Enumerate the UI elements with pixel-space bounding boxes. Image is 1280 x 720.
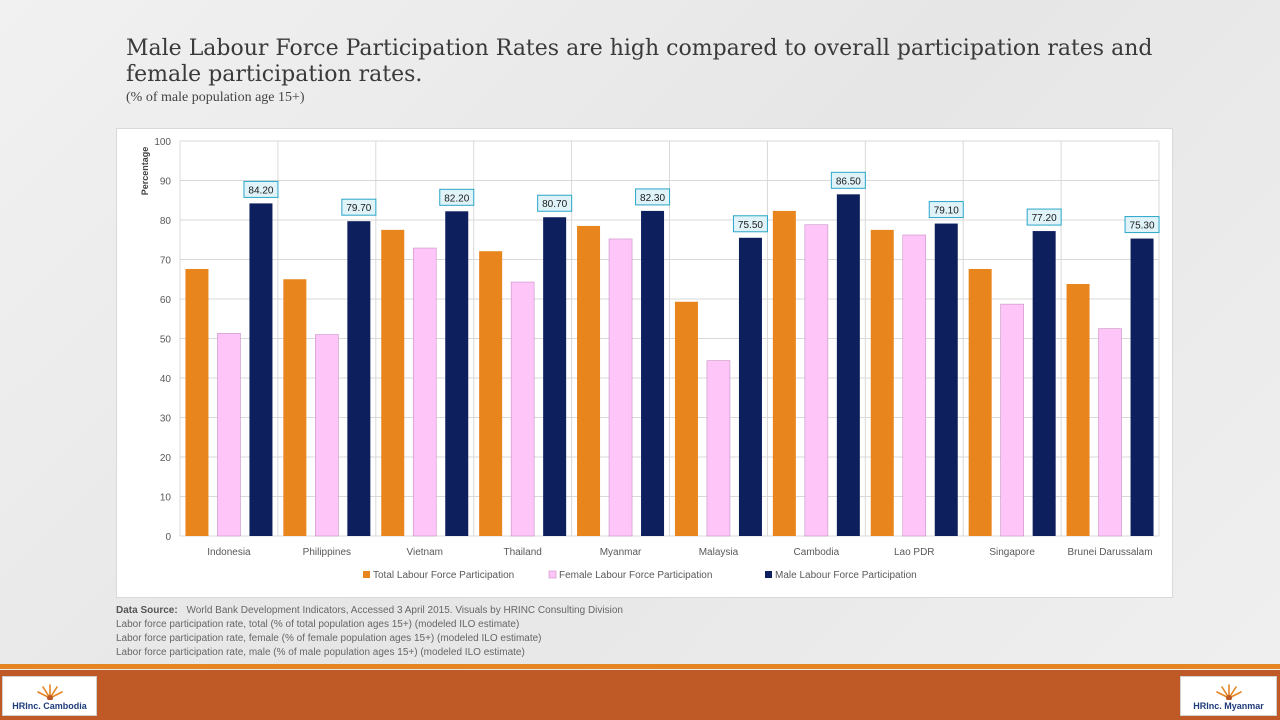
note-female: Labor force participation rate, female (… bbox=[116, 633, 542, 644]
bar-female bbox=[706, 360, 731, 537]
x-tick-label: Myanmar bbox=[600, 547, 642, 558]
y-tick-label: 60 bbox=[160, 295, 172, 306]
data-source-line: Data Source: World Bank Development Indi… bbox=[116, 604, 623, 618]
data-label-box bbox=[1026, 208, 1062, 226]
x-tick-label: Singapore bbox=[989, 547, 1035, 558]
note-total: Labor force participation rate, total (%… bbox=[116, 619, 520, 630]
x-tick-label: Cambodia bbox=[794, 547, 840, 558]
data-label-box bbox=[243, 180, 279, 198]
bar-total bbox=[968, 268, 992, 536]
bar-female bbox=[412, 247, 437, 537]
bar-male bbox=[641, 210, 665, 536]
bar-male bbox=[836, 194, 860, 536]
data-label: 86.50 bbox=[836, 176, 861, 187]
bar-total bbox=[870, 229, 894, 536]
bar-female bbox=[608, 238, 633, 537]
bar-female bbox=[1000, 303, 1024, 537]
data-label-box bbox=[341, 198, 377, 216]
logo-right-text: HRInc. Myanmar bbox=[1193, 700, 1264, 711]
data-label: 82.20 bbox=[444, 193, 469, 204]
bar-female bbox=[804, 224, 829, 537]
y-tick-label: 70 bbox=[160, 256, 172, 267]
bar-male bbox=[347, 221, 371, 536]
slide-title: Male Labour Force Participation Rates ar… bbox=[126, 36, 1153, 87]
data-label: 75.30 bbox=[1130, 221, 1155, 232]
data-label-box bbox=[439, 188, 475, 206]
y-tick-label: 80 bbox=[160, 216, 172, 227]
logo-hrinc-cambodia: HRInc. Cambodia bbox=[2, 676, 97, 716]
data-source-label: Data Source: bbox=[116, 605, 178, 616]
sunburst-icon bbox=[36, 683, 63, 700]
y-axis-title: Percentage bbox=[140, 147, 150, 196]
bar-total bbox=[479, 251, 503, 536]
bar-female bbox=[1098, 328, 1122, 537]
bar-total bbox=[1066, 283, 1090, 536]
footer-bar bbox=[0, 670, 1280, 720]
y-tick-label: 40 bbox=[160, 374, 172, 385]
legend-label: Male Labour Force Participation bbox=[775, 570, 917, 581]
bar-total bbox=[674, 301, 698, 536]
bar-male bbox=[543, 217, 567, 537]
bar-male bbox=[1130, 238, 1154, 536]
logo-hrinc-myanmar: HRInc. Myanmar bbox=[1180, 676, 1277, 716]
legend-label: Total Labour Force Participation bbox=[373, 570, 514, 581]
bar-total bbox=[577, 225, 601, 537]
bar-female bbox=[510, 281, 535, 537]
y-tick-label: 20 bbox=[160, 453, 172, 464]
x-tick-label: Brunei Darussalam bbox=[1068, 547, 1153, 558]
bar-total bbox=[381, 229, 405, 536]
bar-male bbox=[738, 237, 762, 536]
y-tick-label: 100 bbox=[154, 137, 171, 148]
slide-subtitle: (% of male population age 15+) bbox=[126, 90, 305, 105]
data-label: 79.10 bbox=[934, 206, 959, 217]
data-label: 84.20 bbox=[248, 185, 273, 196]
bar-total bbox=[185, 268, 209, 536]
bar-male bbox=[1032, 231, 1056, 536]
data-label: 82.30 bbox=[640, 193, 665, 204]
x-tick-label: Vietnam bbox=[406, 547, 443, 558]
bar-male bbox=[249, 203, 273, 536]
data-label-box bbox=[830, 171, 866, 189]
bar-female bbox=[902, 234, 927, 537]
x-tick-label: Philippines bbox=[303, 547, 351, 558]
bar-chart: 0 10 20 30 40 50 60 70 80 90 100 Percentage 84.20 Ind… bbox=[140, 137, 1160, 581]
x-tick-label: Lao PDR bbox=[894, 547, 935, 558]
data-label-box bbox=[928, 201, 964, 219]
bar-total bbox=[772, 210, 796, 536]
data-label-box bbox=[732, 215, 768, 233]
legend-swatch-male bbox=[765, 571, 772, 578]
x-tick-label: Malaysia bbox=[699, 547, 739, 558]
bar-male bbox=[934, 223, 958, 536]
legend-swatch-female bbox=[548, 570, 557, 579]
y-tick-label: 30 bbox=[160, 414, 172, 425]
bar-total bbox=[283, 279, 307, 536]
note-male: Labor force participation rate, male (% … bbox=[116, 647, 525, 658]
data-source-text: World Bank Development Indicators, Acces… bbox=[186, 605, 623, 616]
data-label: 75.50 bbox=[738, 220, 763, 231]
data-label: 80.70 bbox=[542, 199, 567, 210]
data-label-box bbox=[635, 188, 671, 206]
logo-left-text: HRInc. Cambodia bbox=[12, 700, 87, 711]
y-tick-label: 10 bbox=[160, 493, 172, 504]
bar-female bbox=[217, 333, 241, 537]
bar-male bbox=[445, 211, 469, 536]
legend-label: Female Labour Force Participation bbox=[559, 570, 712, 581]
data-label: 79.70 bbox=[346, 203, 371, 214]
data-label-box bbox=[1124, 216, 1160, 234]
sunburst-icon bbox=[1215, 683, 1242, 700]
y-tick-label: 90 bbox=[160, 177, 172, 188]
x-tick-label: Thailand bbox=[503, 547, 541, 558]
legend-swatch-total bbox=[363, 571, 370, 578]
x-tick-label: Indonesia bbox=[207, 547, 251, 558]
bar-female bbox=[315, 334, 339, 537]
data-notes: Data Source: World Bank Development Indi… bbox=[116, 604, 623, 660]
y-tick-label: 50 bbox=[160, 335, 172, 346]
data-label-box bbox=[537, 194, 573, 212]
data-label: 77.20 bbox=[1032, 213, 1057, 224]
footer-stripe bbox=[0, 664, 1280, 669]
y-tick-label: 0 bbox=[165, 532, 171, 543]
chart-container: 0 10 20 30 40 50 60 70 80 90 100 Percentage 84.20 Ind… bbox=[116, 128, 1173, 598]
